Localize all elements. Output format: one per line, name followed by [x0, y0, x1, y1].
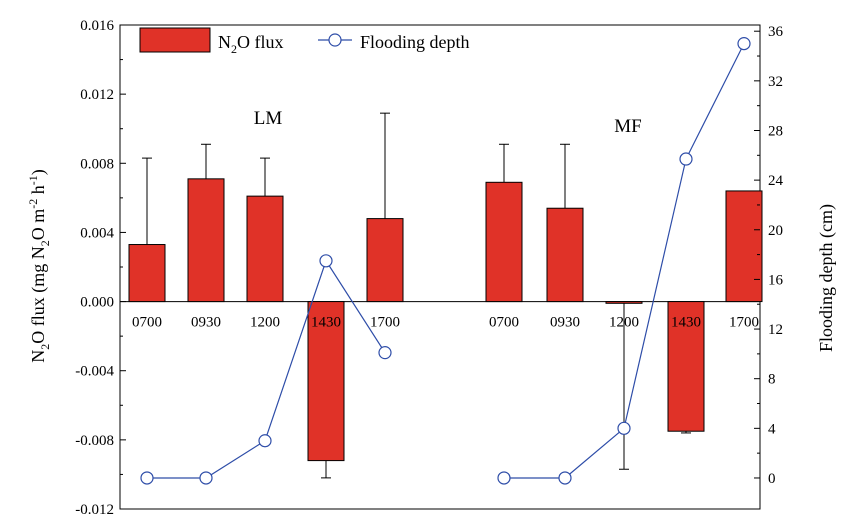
y-left-title-part-6: h	[28, 185, 48, 199]
legend-bar-swatch	[139, 27, 211, 53]
error-bars	[142, 112, 691, 479]
category-label-4: 1430	[311, 315, 341, 331]
right-axis-ticks: 36 32 28 24 20 16 12 8 4 0	[754, 24, 784, 487]
category-label-7: 0930	[550, 315, 580, 331]
flood-point-3	[258, 434, 272, 448]
legend-bar-label-rest: O flux	[237, 32, 284, 52]
y-left-axis-title: N2O flux (mg N2O m-2 h-1)	[26, 169, 52, 363]
group-label-mf: MF	[614, 116, 641, 137]
right-tick-label: 36	[768, 24, 784, 40]
bar-10	[725, 190, 763, 303]
category-label-10: 1700	[729, 315, 759, 331]
category-label-1: 0700	[132, 315, 162, 331]
right-tick-label: 32	[768, 74, 783, 90]
right-tick-label: 8	[768, 372, 776, 388]
category-label-9: 1430	[671, 315, 701, 331]
left-tick-label: -0.004	[75, 364, 114, 380]
line-series	[140, 37, 751, 485]
y-left-title-part-7: -1	[26, 175, 40, 185]
category-labels: 0700 0930 1200 1430 1700 0700 0930 1200 1430 1700	[132, 315, 759, 331]
category-label-8: 1200	[609, 315, 639, 331]
flood-point-1	[140, 471, 154, 485]
y-left-title-part-1: 2	[38, 344, 52, 350]
bar-5	[366, 218, 404, 303]
right-tick-label: 4	[768, 421, 776, 437]
legend-bar-label-main: N	[218, 32, 231, 52]
y-left-title-part-2: O flux (mg N	[28, 246, 49, 344]
bar-series	[128, 178, 763, 462]
y-right-axis-title: Flooding depth (cm)	[816, 204, 837, 352]
left-axis-ticks: 0.016 0.012 0.008 0.004 0.000 -0.004 -0.008 -0.…	[75, 18, 126, 517]
right-tick-label: 0	[768, 471, 776, 487]
bar-8	[605, 301, 643, 304]
left-tick-label: 0.008	[80, 156, 114, 172]
flood-point-7	[558, 471, 572, 485]
bar-1	[128, 244, 166, 303]
group-label-lm: LM	[254, 108, 283, 129]
right-tick-label: 28	[768, 123, 783, 139]
flood-point-5	[378, 346, 392, 360]
legend-bar-label-sub: 2	[231, 42, 237, 56]
legend-line-marker	[328, 33, 342, 47]
bar-9	[667, 301, 705, 432]
left-tick-label: 0.000	[80, 295, 114, 311]
bar-4	[307, 301, 345, 462]
flood-point-6	[497, 471, 511, 485]
legend-bar-label: N2O flux	[218, 32, 284, 56]
flood-point-4	[319, 254, 333, 268]
bar-2	[187, 178, 225, 303]
left-tick-label: -0.012	[75, 502, 114, 517]
category-label-3: 1200	[250, 315, 280, 331]
legend: N2O flux Flooding depth	[139, 27, 470, 56]
right-tick-label: 16	[768, 272, 784, 288]
y-left-title-part-4: O m	[28, 209, 48, 241]
left-tick-label: 0.012	[80, 87, 114, 103]
flood-point-9	[679, 152, 693, 166]
y-left-title-part-0: N	[28, 350, 48, 363]
y-left-title-part-8: )	[28, 169, 49, 175]
left-tick-label: 0.016	[80, 18, 114, 34]
legend-line-label: Flooding depth	[360, 32, 470, 52]
bar-7	[546, 207, 584, 303]
category-label-5: 1700	[370, 315, 400, 331]
flood-point-8	[617, 421, 631, 435]
bar-3	[246, 195, 284, 303]
left-tick-label: -0.008	[75, 433, 114, 449]
right-tick-label: 20	[768, 223, 783, 239]
right-tick-label: 12	[768, 322, 783, 338]
left-tick-label: 0.004	[80, 225, 114, 241]
category-label-2: 0930	[191, 315, 221, 331]
right-tick-label: 24	[768, 173, 784, 189]
y-left-title-part-3: 2	[38, 240, 52, 246]
y-left-title-part-5: -2	[26, 199, 40, 209]
bar-6	[485, 181, 523, 303]
flood-point-10	[737, 37, 751, 51]
category-label-6: 0700	[489, 315, 519, 331]
flood-point-2	[199, 471, 213, 485]
